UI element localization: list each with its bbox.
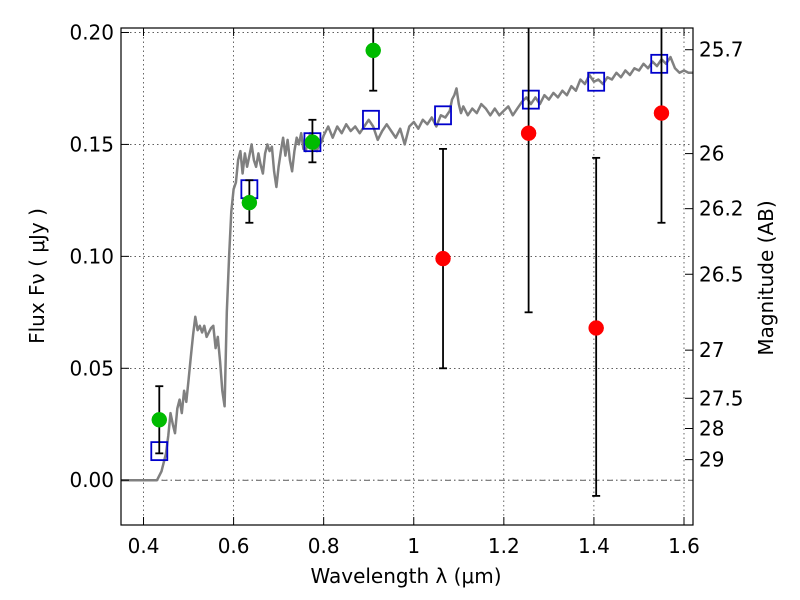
detection-point	[241, 194, 258, 211]
magnitude-tick-label: 29	[699, 448, 724, 472]
detection-point	[304, 134, 321, 150]
model-photometry-square	[587, 71, 606, 92]
magnitude-tick-label: 25.7	[699, 38, 744, 62]
y-axis-label: Flux Fν ( μJy )	[25, 208, 49, 344]
x-tick-label: 0.4	[128, 534, 160, 558]
magnitude-tick-label: 27	[699, 338, 724, 362]
magnitude-tick-label: 26	[699, 142, 724, 166]
y-tick-label: 0.20	[69, 20, 114, 44]
magnitude-tick-label: 28	[699, 417, 724, 441]
x-tick-label: 1.2	[488, 534, 520, 558]
grid-lines	[121, 28, 693, 525]
upper-limit-point	[520, 125, 537, 141]
upper-limit-point	[588, 320, 604, 336]
y-tick-label: 0.15	[69, 132, 114, 156]
model-photometry-square	[521, 89, 540, 110]
upper-limit-point	[653, 105, 670, 121]
y-tick-label: 0.10	[69, 244, 114, 268]
x-tick-label: 0.6	[218, 534, 250, 558]
detection-point	[365, 42, 381, 59]
magnitude-tick-label: 27.5	[699, 386, 744, 410]
x-tick-label: 1.4	[578, 534, 610, 558]
magnitude-tick-label: 26.2	[699, 197, 744, 221]
plot-frame	[120, 27, 694, 526]
upper-limit-point	[435, 250, 451, 267]
x-tick-label: 1.6	[668, 534, 700, 558]
y-tick-label: 0.05	[69, 356, 114, 380]
model-photometry-square	[362, 109, 380, 130]
axes: 0.4 0.6 0.8 1 1.2 1.4 1.6 0.00 0.05 0.10 0.15 0.20 2…	[69, 20, 743, 558]
x-tick-label: 1	[407, 534, 420, 558]
x-axis-label: Wavelength λ (μm)	[310, 564, 501, 588]
right-axis-label: Magnitude (AB)	[754, 200, 778, 355]
model-photometry-square	[650, 53, 669, 74]
plot-area	[121, 28, 693, 497]
detection-point	[151, 412, 168, 428]
y-tick-label: 0.00	[69, 468, 114, 492]
model-spectrum-line	[121, 55, 693, 482]
model-photometry-square	[434, 105, 452, 126]
magnitude-tick-label: 26.5	[699, 262, 744, 286]
x-tick-label: 0.8	[308, 534, 340, 558]
